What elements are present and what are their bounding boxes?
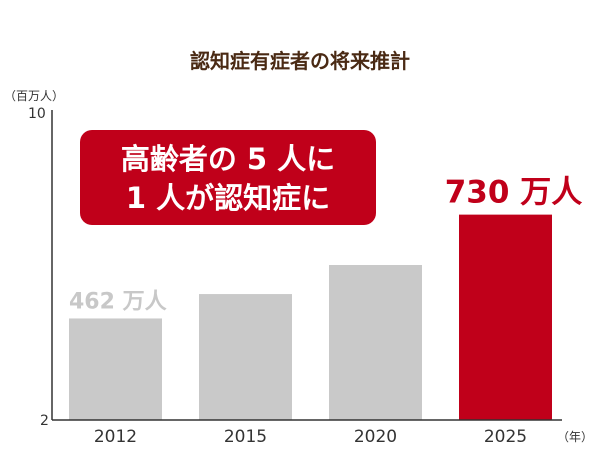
bar-2020 [329,265,422,420]
bar-2025 [459,214,552,420]
y-tick-bottom: 2 [40,413,49,429]
bar-2012 [69,318,162,420]
x-axis-unit-label: （年） [557,430,593,444]
chart-title: 認知症有症者の将来推計 [190,49,410,73]
callout-background [80,130,376,225]
x-tick-2025: 2025 [484,427,527,447]
bars-group [69,214,552,420]
y-axis-unit-label: （百万人） [4,89,64,103]
bar-2015 [199,294,292,420]
x-tick-2012: 2012 [94,427,137,447]
data-labels-group: 462 万人 730 万人 [69,175,582,315]
callout-box: 高齢者の 5 人に 1 人が認知症に [80,130,376,225]
callout-line-1: 高齢者の 5 人に [121,142,335,176]
x-tick-2015: 2015 [224,427,267,447]
x-ticks-group: 2012 2015 2020 2025 [94,427,527,447]
x-tick-2020: 2020 [354,427,397,447]
callout-line-2: 1 人が認知症に [126,181,330,215]
data-label-2012: 462 万人 [69,289,167,314]
data-label-2025: 730 万人 [445,175,583,211]
y-tick-top: 10 [28,106,46,122]
